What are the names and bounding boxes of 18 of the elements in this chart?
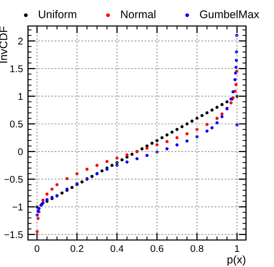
y-tick-label: 2 — [18, 38, 23, 44]
legend-label: GumbelMax — [200, 10, 260, 18]
x-tick-label: 0 — [34, 245, 40, 252]
x-tick-label: 1 — [235, 245, 240, 252]
y-tick-label: −1.5 — [4, 231, 23, 238]
x-axis-title: p(x) — [228, 255, 246, 266]
legend-label: Uniform — [38, 10, 76, 18]
y-tick-label: 0.5 — [10, 120, 23, 128]
y-tick-label: −1 — [12, 204, 23, 210]
x-tick-label: 0.8 — [190, 245, 204, 252]
legend-label: Normal — [121, 10, 156, 18]
y-tick-label: 1.5 — [10, 65, 23, 72]
y-tick-label: 0 — [18, 148, 23, 156]
y-tick-label: 1 — [18, 93, 23, 100]
x-tick-label: 0.2 — [70, 245, 84, 252]
y-tick-label: −0.5 — [4, 176, 23, 183]
x-tick-label: 0.4 — [110, 245, 124, 252]
x-tick-label: 0.6 — [150, 245, 164, 252]
